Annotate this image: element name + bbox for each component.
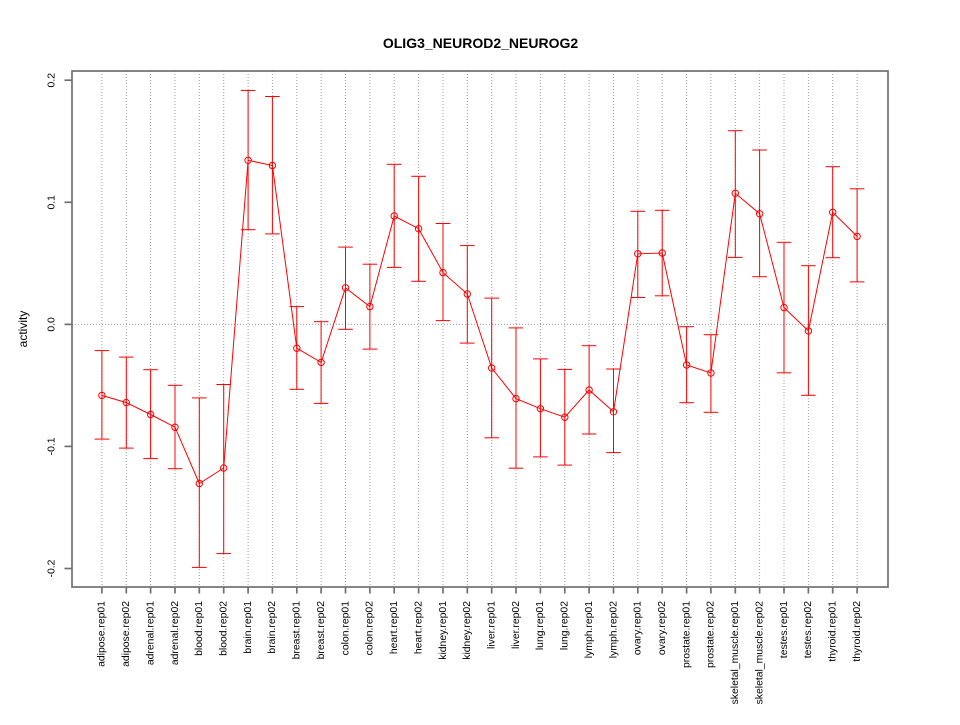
svg-text:testes.rep02: testes.rep02 bbox=[803, 601, 814, 658]
svg-text:adrenal.rep01: adrenal.rep01 bbox=[145, 601, 156, 665]
svg-text:-0.1: -0.1 bbox=[47, 437, 58, 455]
svg-text:adipose.rep01: adipose.rep01 bbox=[97, 601, 108, 667]
svg-text:blood.rep02: blood.rep02 bbox=[219, 601, 230, 656]
svg-text:colon.rep02: colon.rep02 bbox=[365, 601, 376, 656]
svg-text:kidney.rep02: kidney.rep02 bbox=[462, 601, 473, 660]
svg-text:adipose.rep02: adipose.rep02 bbox=[121, 601, 132, 667]
svg-text:testes.rep01: testes.rep01 bbox=[779, 601, 790, 658]
svg-text:lymph.rep01: lymph.rep01 bbox=[584, 601, 595, 658]
svg-text:heart.rep02: heart.rep02 bbox=[413, 601, 424, 654]
svg-text:heart.rep01: heart.rep01 bbox=[389, 601, 400, 654]
svg-text:-0.2: -0.2 bbox=[47, 559, 58, 577]
svg-text:liver.rep02: liver.rep02 bbox=[511, 601, 522, 649]
svg-text:kidney.rep01: kidney.rep01 bbox=[438, 601, 449, 660]
svg-text:lymph.rep02: lymph.rep02 bbox=[608, 601, 619, 658]
svg-text:prostate.rep01: prostate.rep01 bbox=[681, 601, 692, 668]
svg-text:brain.rep01: brain.rep01 bbox=[243, 601, 254, 654]
svg-text:colon.rep01: colon.rep01 bbox=[340, 601, 351, 656]
svg-text:ovary.rep01: ovary.rep01 bbox=[633, 601, 644, 655]
svg-text:0.1: 0.1 bbox=[47, 195, 58, 210]
svg-text:breast.rep01: breast.rep01 bbox=[292, 601, 303, 660]
svg-text:prostate.rep02: prostate.rep02 bbox=[706, 601, 717, 668]
svg-text:thyroid.rep02: thyroid.rep02 bbox=[852, 601, 863, 662]
svg-text:lung.rep01: lung.rep01 bbox=[535, 601, 546, 650]
svg-text:brain.rep02: brain.rep02 bbox=[267, 601, 278, 654]
svg-text:liver.rep01: liver.rep01 bbox=[487, 601, 498, 649]
svg-text:thyroid.rep01: thyroid.rep01 bbox=[828, 601, 839, 662]
svg-text:0.2: 0.2 bbox=[47, 73, 58, 88]
svg-text:skeletal_muscle.rep01: skeletal_muscle.rep01 bbox=[730, 601, 741, 705]
svg-text:adrenal.rep02: adrenal.rep02 bbox=[170, 601, 181, 665]
svg-text:OLIG3_NEUROD2_NEUROG2: OLIG3_NEUROD2_NEUROG2 bbox=[383, 35, 578, 51]
svg-text:activity: activity bbox=[16, 311, 30, 348]
svg-text:breast.rep02: breast.rep02 bbox=[316, 601, 327, 660]
svg-text:ovary.rep02: ovary.rep02 bbox=[657, 601, 668, 655]
svg-text:skeletal_muscle.rep02: skeletal_muscle.rep02 bbox=[754, 601, 765, 705]
svg-text:lung.rep02: lung.rep02 bbox=[560, 601, 571, 650]
svg-text:0.0: 0.0 bbox=[47, 317, 58, 332]
svg-text:blood.rep01: blood.rep01 bbox=[194, 601, 205, 656]
